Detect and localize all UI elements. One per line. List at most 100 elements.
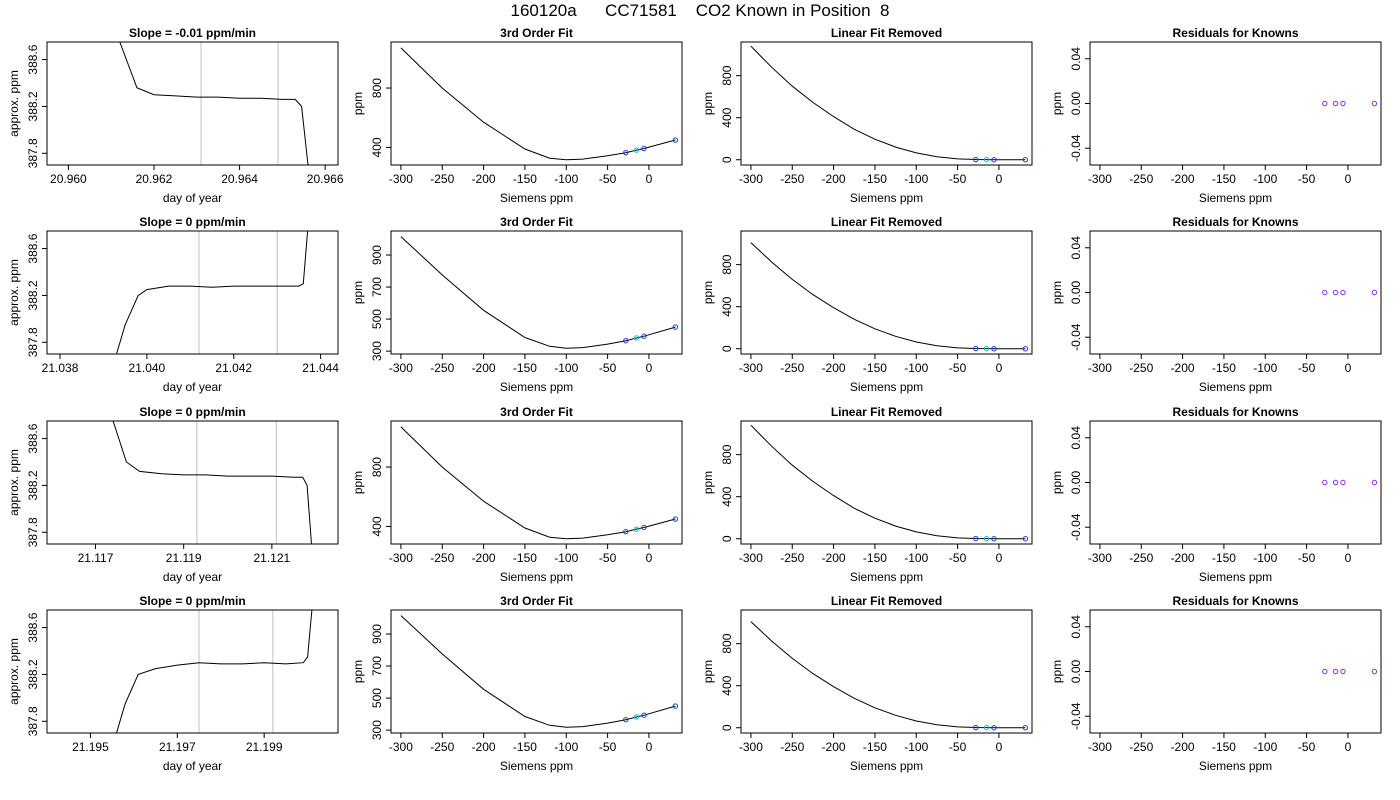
x-tick-label: -50	[949, 740, 967, 754]
y-tick-label: 800	[720, 444, 734, 464]
x-tick-label: -250	[780, 740, 804, 754]
panel-title: 3rd Order Fit	[500, 26, 573, 40]
x-tick-label: -50	[1298, 361, 1316, 375]
x-tick-label: 0	[1345, 172, 1352, 186]
panel-title: 3rd Order Fit	[500, 594, 573, 608]
x-tick-label: -200	[822, 361, 846, 375]
panel-title: Residuals for Knowns	[1172, 405, 1298, 419]
x-tick-label: 0	[1345, 740, 1352, 754]
y-tick-label: 500	[370, 309, 384, 329]
x-tick-label: -100	[1253, 361, 1277, 375]
x-tick-label: -300	[739, 551, 763, 565]
panel-3-3: Linear Fit Removed -300 -250 -200 -150 -100 -5…	[701, 405, 1033, 584]
y-tick-label: 400	[370, 137, 384, 157]
x-tick-label: -300	[739, 740, 763, 754]
data-point	[973, 535, 979, 542]
series-line	[112, 421, 312, 544]
x-tick-label: -150	[513, 740, 537, 754]
data-point	[672, 324, 679, 330]
data-point	[1340, 100, 1346, 107]
panel-title: 3rd Order Fit	[500, 215, 573, 229]
y-tick-label: 387.8	[26, 706, 40, 736]
y-tick-label: 388.2	[26, 91, 40, 121]
panel-title: Residuals for Knowns	[1172, 594, 1298, 608]
x-tick-label: -200	[1171, 172, 1195, 186]
data-point	[1340, 668, 1346, 675]
y-tick-label: 800	[370, 457, 384, 477]
x-axis-label: day of year	[163, 191, 222, 205]
data-point	[983, 724, 990, 731]
x-tick-label: -250	[1129, 172, 1153, 186]
data-point	[1022, 536, 1029, 542]
x-tick-label: -50	[599, 172, 617, 186]
x-axis-label: Siemens ppm	[500, 380, 573, 394]
x-tick-label: -100	[1253, 740, 1277, 754]
panel-1-3: Linear Fit Removed -300 -250 -200 -150 -100 -5…	[701, 26, 1033, 205]
y-tick-label: 500	[370, 688, 384, 708]
x-axis-label: day of year	[163, 380, 222, 394]
y-axis-label: ppm	[701, 471, 715, 494]
x-tick-label: -300	[389, 361, 413, 375]
panel-1-4: Residuals for Knowns -300 -250 -200 -150 -100…	[1050, 26, 1382, 205]
panel-2-2: 3rd Order Fit -300 -250 -200 -150 -100 -50 0 300…	[351, 215, 683, 394]
x-axis-label: Siemens ppm	[850, 191, 923, 205]
x-tick-label: -200	[472, 361, 496, 375]
x-tick-label: -150	[1212, 361, 1236, 375]
y-axis-label: ppm	[1050, 471, 1064, 494]
x-tick-label: 0	[646, 172, 653, 186]
y-tick-label: 388.6	[26, 612, 40, 642]
data-point	[1322, 289, 1328, 296]
panel-2-1: Slope = 0 ppm/min 21.038 21.040 21.042 21.04…	[7, 215, 339, 394]
x-tick-label: 21.038	[42, 361, 79, 375]
y-tick-label: 387.8	[26, 327, 40, 357]
x-tick-label: -150	[863, 361, 887, 375]
x-tick-label: 21.042	[215, 361, 252, 375]
data-point	[1022, 346, 1029, 352]
data-point	[641, 333, 647, 339]
x-tick-label: -250	[780, 172, 804, 186]
series-line	[750, 242, 1026, 350]
y-tick-label: 0	[720, 724, 734, 731]
x-tick-label: 21.040	[129, 361, 166, 375]
x-tick-label: 0	[646, 361, 653, 375]
x-tick-label: -150	[1212, 551, 1236, 565]
y-tick-label: 800	[370, 78, 384, 98]
x-tick-label: -200	[1171, 551, 1195, 565]
x-tick-label: -200	[822, 172, 846, 186]
x-tick-label: -50	[599, 551, 617, 565]
y-axis-label: ppm	[351, 92, 365, 115]
data-point	[991, 157, 997, 163]
panel-4-1: Slope = 0 ppm/min 21.195 21.197 21.199 387.8…	[7, 594, 339, 773]
panel-title: Residuals for Knowns	[1172, 215, 1298, 229]
x-axis-label: Siemens ppm	[1199, 570, 1272, 584]
data-point	[623, 528, 629, 535]
x-axis-label: Siemens ppm	[850, 570, 923, 584]
panel-title: Linear Fit Removed	[831, 215, 942, 229]
plot-frame	[740, 230, 1033, 355]
x-tick-label: 20.960	[50, 172, 87, 186]
panel-title: Slope = -0.01 ppm/min	[129, 26, 256, 40]
panel-title: Linear Fit Removed	[831, 594, 942, 608]
data-point	[672, 137, 679, 143]
y-tick-label: 800	[720, 254, 734, 274]
x-tick-label: -50	[599, 361, 617, 375]
x-tick-label: -300	[739, 361, 763, 375]
y-tick-label: -0.04	[1069, 702, 1083, 730]
data-point	[633, 335, 640, 341]
x-axis-label: Siemens ppm	[1199, 191, 1272, 205]
x-tick-label: 20.964	[221, 172, 258, 186]
panel-title: Linear Fit Removed	[831, 405, 942, 419]
x-axis-label: Siemens ppm	[1199, 380, 1272, 394]
y-tick-label: 388.2	[26, 470, 40, 500]
x-tick-label: -50	[599, 740, 617, 754]
y-tick-label: -0.04	[1069, 513, 1083, 541]
data-point	[633, 147, 640, 153]
x-axis-label: day of year	[163, 759, 222, 773]
data-point	[1371, 289, 1378, 296]
series-line	[400, 47, 676, 161]
y-tick-label: -0.04	[1069, 134, 1083, 162]
x-tick-label: -300	[389, 172, 413, 186]
data-point	[672, 516, 679, 522]
data-point	[1371, 668, 1378, 675]
